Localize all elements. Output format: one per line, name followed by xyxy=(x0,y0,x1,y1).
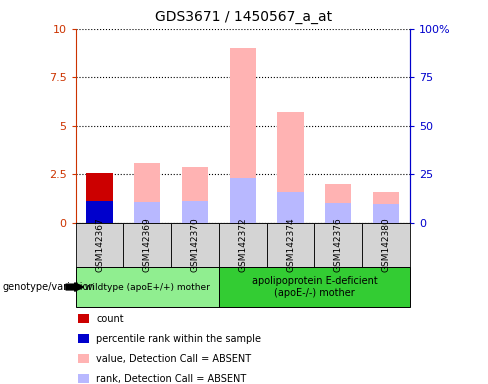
Text: genotype/variation: genotype/variation xyxy=(2,282,95,292)
Text: GSM142367: GSM142367 xyxy=(95,217,104,272)
Bar xyxy=(230,48,256,223)
Bar xyxy=(86,201,113,223)
Bar xyxy=(134,162,161,223)
Bar xyxy=(86,173,113,223)
Text: rank, Detection Call = ABSENT: rank, Detection Call = ABSENT xyxy=(96,374,246,384)
Bar xyxy=(86,173,113,223)
Text: GSM142374: GSM142374 xyxy=(286,217,295,272)
Text: GSM142380: GSM142380 xyxy=(382,217,390,272)
Bar xyxy=(277,192,304,223)
Text: GSM142369: GSM142369 xyxy=(143,217,152,272)
Text: GSM142372: GSM142372 xyxy=(238,217,247,272)
Bar xyxy=(373,192,399,223)
Bar xyxy=(277,112,304,223)
Text: GSM142370: GSM142370 xyxy=(190,217,200,272)
Bar xyxy=(373,204,399,223)
Text: GSM142376: GSM142376 xyxy=(334,217,343,272)
Bar xyxy=(86,201,113,223)
Bar xyxy=(134,202,161,223)
Bar xyxy=(182,167,208,223)
Bar xyxy=(182,201,208,223)
Bar xyxy=(230,178,256,223)
Bar xyxy=(325,184,351,223)
Text: count: count xyxy=(96,314,124,324)
Bar xyxy=(325,204,351,223)
Text: wildtype (apoE+/+) mother: wildtype (apoE+/+) mother xyxy=(85,283,210,291)
Text: value, Detection Call = ABSENT: value, Detection Call = ABSENT xyxy=(96,354,251,364)
Text: percentile rank within the sample: percentile rank within the sample xyxy=(96,334,261,344)
Text: GDS3671 / 1450567_a_at: GDS3671 / 1450567_a_at xyxy=(156,10,332,23)
Text: apolipoprotein E-deficient
(apoE-/-) mother: apolipoprotein E-deficient (apoE-/-) mot… xyxy=(251,276,377,298)
